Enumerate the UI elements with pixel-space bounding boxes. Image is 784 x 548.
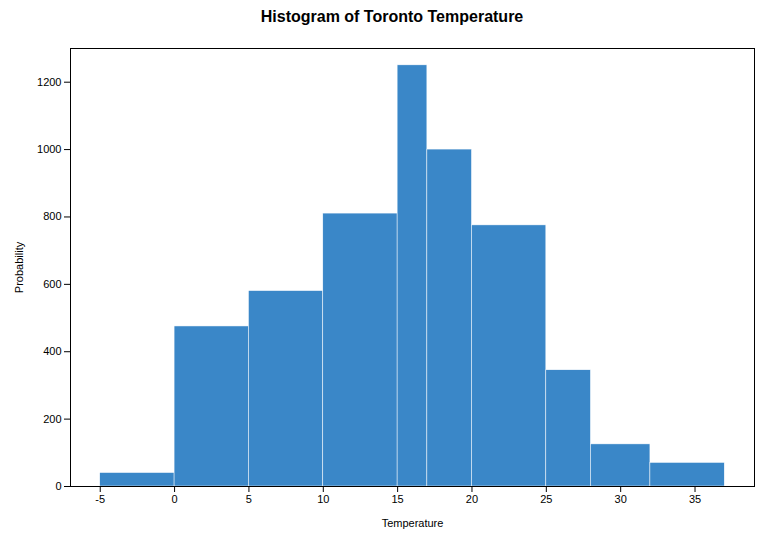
svg-text:5: 5 <box>246 493 252 505</box>
svg-text:0: 0 <box>172 493 178 505</box>
svg-text:200: 200 <box>43 413 61 425</box>
svg-text:Temperature: Temperature <box>382 517 444 529</box>
svg-text:10: 10 <box>317 493 329 505</box>
svg-text:15: 15 <box>392 493 404 505</box>
svg-text:30: 30 <box>615 493 627 505</box>
svg-text:600: 600 <box>43 278 61 290</box>
svg-text:0: 0 <box>55 480 61 492</box>
svg-text:20: 20 <box>466 493 478 505</box>
svg-text:Probability: Probability <box>13 241 25 293</box>
svg-text:1000: 1000 <box>37 143 61 155</box>
svg-text:800: 800 <box>43 210 61 222</box>
svg-text:25: 25 <box>540 493 552 505</box>
html-text:Histogram of Toronto Temperatu: Histogram of Toronto Temperature <box>260 8 524 25</box>
svg-text:35: 35 <box>689 493 701 505</box>
svg-text:-5: -5 <box>95 493 105 505</box>
svg-text:1200: 1200 <box>37 76 61 88</box>
svg-text:400: 400 <box>43 345 61 357</box>
